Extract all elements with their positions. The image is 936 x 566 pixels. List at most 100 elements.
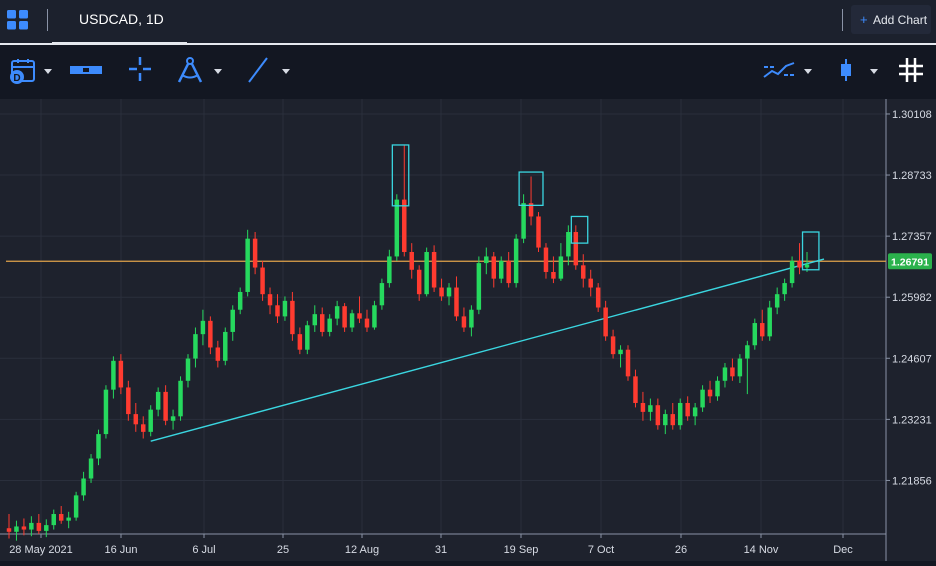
candle-body [364, 318, 370, 328]
x-tick-label: 25 [277, 544, 289, 556]
x-tick-label: 16 Jun [104, 544, 137, 556]
trendline-tool-button[interactable] [244, 45, 292, 95]
candle-body [760, 323, 765, 337]
candle-body [193, 334, 198, 359]
candle-body [267, 294, 273, 306]
ruler-icon [70, 66, 102, 74]
candle-body [528, 203, 534, 217]
candle-body [640, 402, 646, 412]
candle-body [513, 238, 519, 284]
candle-body [715, 380, 720, 397]
tab-usdcad-1d[interactable]: USDCAD, 1D [52, 0, 187, 44]
candle-body [402, 199, 407, 252]
candle-body [387, 256, 392, 284]
y-tick-label: 1.28733 [892, 170, 932, 182]
candle-body [536, 216, 541, 248]
candle-body [588, 278, 593, 288]
chevron-down-icon [282, 69, 290, 74]
candle-body [394, 199, 400, 257]
candle-body [797, 260, 802, 268]
candle-body [178, 380, 183, 417]
candle-body [88, 458, 94, 479]
candle-body [648, 405, 653, 412]
trendline-icon [248, 57, 268, 83]
y-tick-label: 1.21856 [892, 475, 932, 487]
candle-body [260, 267, 265, 295]
candle-body [163, 391, 168, 421]
candle-body [498, 260, 504, 279]
indicators-button[interactable] [760, 45, 814, 95]
separator [47, 9, 48, 31]
highlight-box [801, 231, 820, 271]
candle-body [439, 287, 444, 297]
candle-body [484, 256, 489, 264]
candle-body [431, 251, 437, 288]
candle-body [170, 416, 176, 421]
candle-body [491, 256, 497, 279]
candle-body [297, 334, 303, 350]
x-tick-label: 12 Aug [345, 544, 379, 556]
measure-tool-button[interactable] [176, 45, 224, 95]
candlestick-chart[interactable]: 1.30108 1.28733 1.27357 1.25982 1.24607 1.232… [0, 99, 936, 561]
tab-label: USDCAD, 1D [79, 11, 164, 27]
candle-body [148, 409, 153, 432]
candle-body [215, 347, 221, 361]
highlight-box [570, 215, 589, 244]
candle-body [208, 320, 213, 348]
candle-body [349, 313, 355, 328]
grid-toggle-button[interactable] [896, 45, 928, 95]
candle-body [722, 367, 728, 381]
candle-body [118, 360, 124, 388]
candle-body [312, 314, 318, 326]
candle-body [290, 300, 295, 335]
candle-body [677, 402, 683, 426]
candle-body [141, 424, 146, 432]
candle-body [461, 316, 467, 328]
candle-body [595, 287, 601, 308]
y-tick-label: 1.23231 [892, 414, 932, 426]
candle-body [573, 232, 579, 266]
candle-body [625, 349, 631, 377]
candle-body [789, 260, 795, 284]
candle-body [655, 405, 661, 426]
chevron-down-icon [214, 69, 222, 74]
x-tick-label: 6 Jul [192, 544, 215, 556]
x-tick-label: 7 Oct [588, 544, 614, 556]
candle-body [155, 391, 161, 410]
candle-body [633, 376, 638, 403]
candle-body [767, 307, 772, 337]
candle-body [73, 495, 79, 518]
candle-body [357, 313, 362, 319]
candle-body [81, 478, 86, 496]
candle-body [379, 283, 385, 306]
candle-body [603, 307, 608, 337]
candle-body [692, 407, 698, 417]
svg-text:D: D [13, 73, 20, 84]
candle-body [14, 526, 19, 532]
date-range-button[interactable]: D [6, 45, 54, 95]
compass-icon [177, 57, 203, 83]
candle-body [663, 414, 668, 426]
candle-type-icon [841, 59, 851, 81]
layout-grid-icon[interactable] [6, 9, 30, 31]
calendar-d-icon: D [10, 59, 35, 84]
add-chart-button[interactable]: + Add Chart [851, 5, 931, 34]
candle-body [752, 323, 758, 346]
top-bar: USDCAD, 1D + Add Chart [0, 0, 936, 44]
x-tick-label: 26 [675, 544, 687, 556]
crosshair-tool-button[interactable] [126, 45, 154, 95]
candle-body [237, 291, 243, 310]
candle-body [469, 309, 474, 328]
candle-body [566, 232, 571, 257]
candle-body [804, 264, 810, 268]
candle-body [305, 325, 310, 350]
candle-body [730, 367, 735, 377]
candle-body [133, 414, 139, 425]
candle-body [551, 271, 556, 279]
chart-panel[interactable]: 1.30108 1.28733 1.27357 1.25982 1.24607 1.232… [0, 99, 936, 561]
ruler-tool-button[interactable] [68, 45, 104, 95]
candle-body [782, 283, 787, 295]
grid-icon [899, 58, 923, 82]
chart-type-button[interactable] [834, 45, 882, 95]
chevron-down-icon [804, 69, 812, 74]
